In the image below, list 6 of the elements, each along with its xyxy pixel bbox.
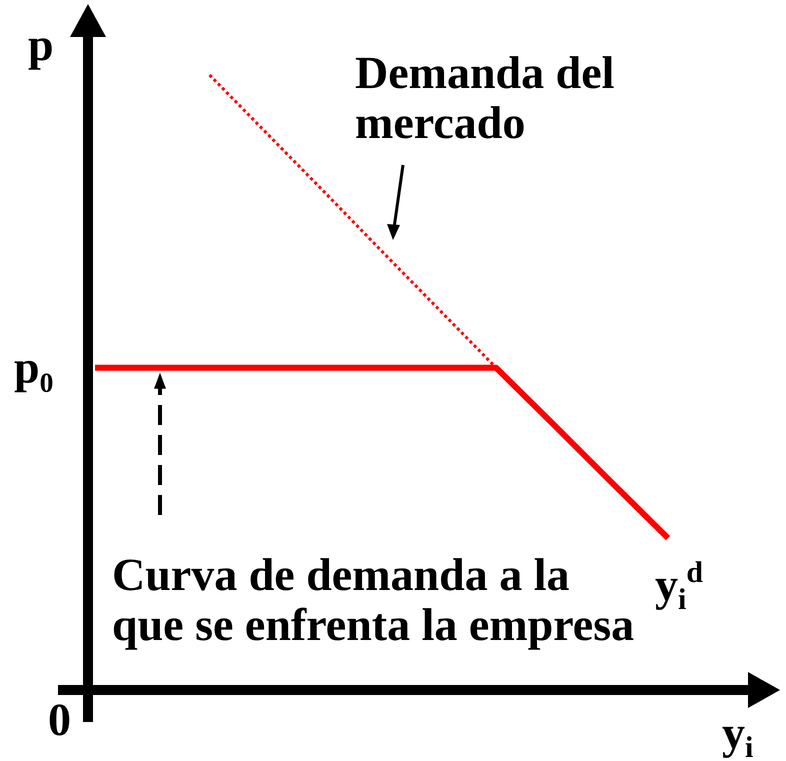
y-axis-title: p [28,19,54,70]
annotation: Curva de demanda a la que se enfrenta la empresa [112,549,634,650]
text: p₀ [14,342,54,393]
text: 0 [48,694,71,745]
annotation: Demanda del mercado [355,47,614,148]
x-axis-title: y$_{i}$ [722,707,754,761]
